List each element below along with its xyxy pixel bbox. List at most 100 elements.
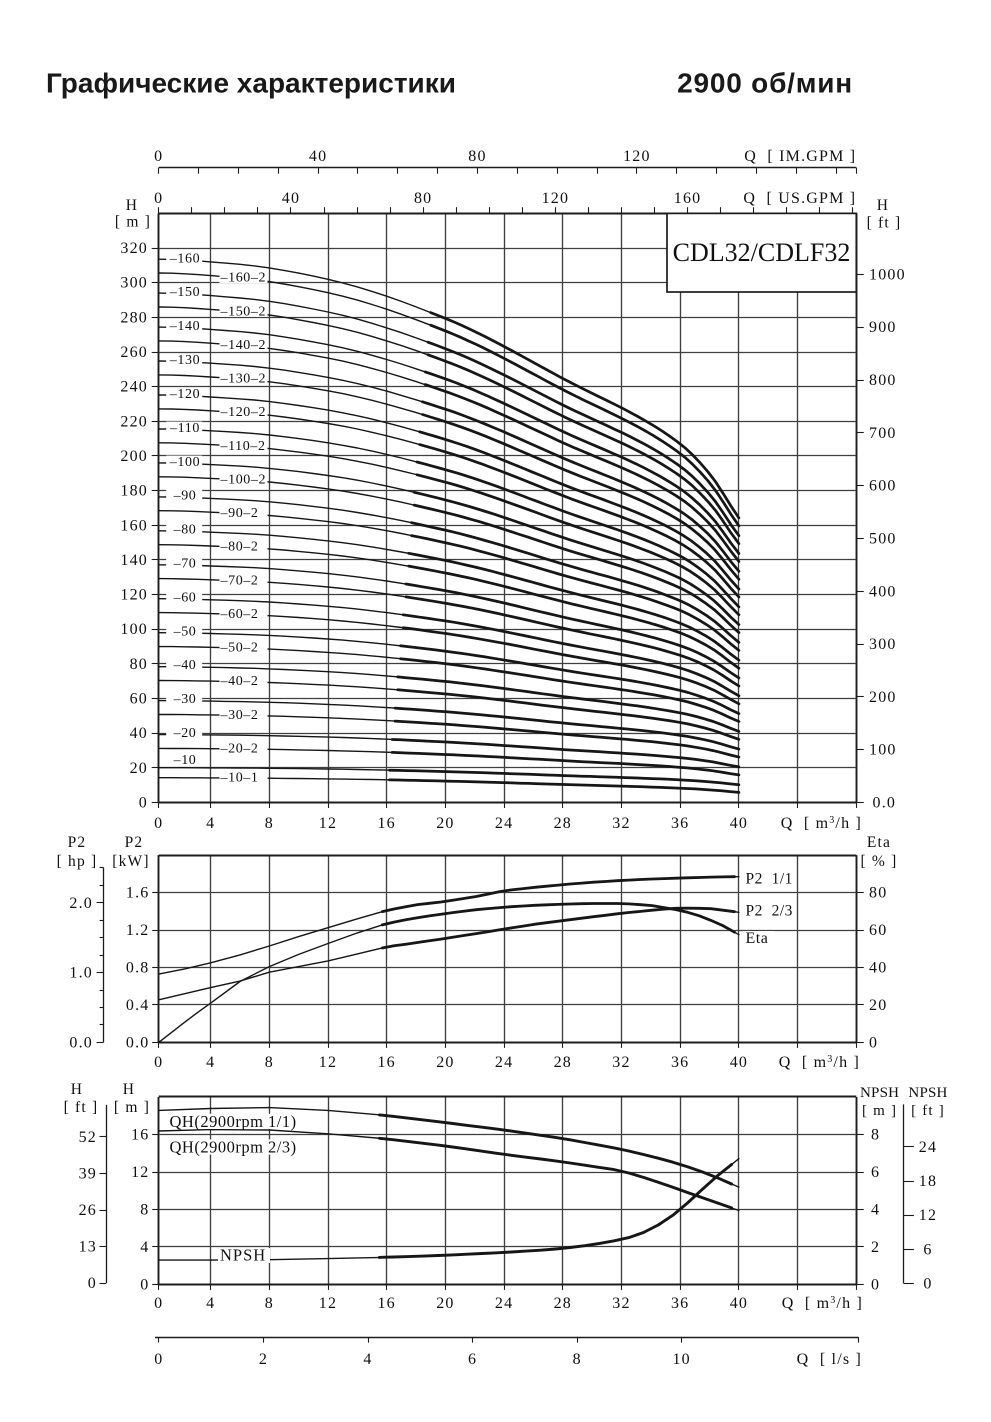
svg-text:80: 80 (414, 190, 432, 207)
svg-text:0: 0 (923, 1276, 932, 1293)
svg-text:1000: 1000 (869, 266, 906, 283)
svg-text:28: 28 (554, 815, 572, 832)
svg-text:16: 16 (377, 815, 395, 832)
svg-text:–110–2: –110–2 (220, 439, 266, 454)
svg-text:280: 280 (120, 309, 148, 326)
svg-text:16: 16 (377, 1295, 395, 1312)
svg-text:–10: –10 (173, 753, 197, 768)
svg-text:4: 4 (206, 1295, 215, 1312)
svg-text:4: 4 (140, 1239, 149, 1256)
svg-text:QH(2900rpm 1/1): QH(2900rpm 1/1) (170, 1112, 297, 1131)
svg-text:[ m ]: [ m ] (114, 1099, 150, 1116)
svg-text:–60–2: –60–2 (220, 607, 259, 622)
svg-text:200: 200 (120, 448, 148, 465)
svg-text:16: 16 (131, 1127, 149, 1144)
svg-text:100: 100 (869, 742, 897, 759)
svg-text:4: 4 (206, 815, 215, 832)
svg-text:8: 8 (265, 815, 274, 832)
svg-text:–140: –140 (169, 319, 200, 334)
svg-text:Q [ IM.GPM ]: Q [ IM.GPM ] (744, 148, 856, 165)
svg-text:–100–2: –100–2 (220, 472, 267, 487)
svg-text:–40: –40 (173, 658, 197, 673)
svg-text:28: 28 (554, 1054, 572, 1071)
svg-text:8: 8 (871, 1127, 880, 1144)
svg-text:40: 40 (730, 1054, 748, 1071)
svg-text:220: 220 (120, 413, 148, 430)
svg-text:160: 160 (674, 190, 702, 207)
svg-text:200: 200 (869, 689, 897, 706)
svg-text:–30: –30 (173, 692, 197, 707)
svg-text:160: 160 (120, 517, 148, 534)
svg-text:Графические характеристики: Графические характеристики (46, 68, 456, 99)
svg-text:13: 13 (79, 1239, 97, 1256)
svg-text:28: 28 (554, 1295, 572, 1312)
svg-text:140: 140 (120, 552, 148, 569)
svg-text:36: 36 (671, 815, 689, 832)
svg-text:0: 0 (154, 1295, 163, 1312)
svg-text:–150–2: –150–2 (220, 304, 267, 319)
svg-text:[ ft ]: [ ft ] (867, 215, 902, 232)
svg-text:6: 6 (871, 1164, 880, 1181)
svg-text:80: 80 (869, 885, 887, 902)
svg-text:–90–2: –90–2 (220, 506, 259, 521)
svg-text:–90: –90 (173, 489, 197, 504)
svg-text:–160: –160 (169, 251, 200, 266)
svg-text:Q [ m3/h ]: Q [ m3/h ] (782, 1295, 863, 1313)
svg-text:12: 12 (319, 1054, 337, 1071)
svg-text:40: 40 (282, 190, 300, 207)
svg-text:120: 120 (623, 148, 651, 165)
svg-text:1.0: 1.0 (69, 965, 93, 982)
svg-text:2: 2 (259, 1351, 268, 1368)
svg-text:QH(2900rpm 2/3): QH(2900rpm 2/3) (170, 1137, 297, 1156)
svg-text:0.8: 0.8 (126, 960, 150, 977)
svg-text:P2: P2 (68, 834, 87, 851)
svg-text:–20: –20 (173, 726, 197, 741)
svg-text:32: 32 (612, 815, 630, 832)
svg-text:180: 180 (120, 483, 148, 500)
svg-text:[kW]: [kW] (112, 853, 150, 870)
svg-text:Q [ l/s ]: Q [ l/s ] (797, 1351, 862, 1368)
svg-text:100: 100 (120, 621, 148, 638)
svg-text:2.0: 2.0 (69, 895, 93, 912)
svg-text:600: 600 (869, 478, 897, 495)
svg-text:–80–2: –80–2 (220, 540, 259, 555)
svg-text:0: 0 (154, 148, 163, 165)
svg-text:40: 40 (869, 960, 887, 977)
svg-text:80: 80 (130, 656, 148, 673)
svg-text:–150: –150 (169, 285, 200, 300)
svg-text:1.6: 1.6 (126, 885, 150, 902)
svg-text:0: 0 (154, 1351, 163, 1368)
svg-text:–40–2: –40–2 (220, 674, 259, 689)
svg-text:H: H (877, 197, 889, 214)
svg-text:–130–2: –130–2 (220, 372, 267, 387)
svg-text:6: 6 (468, 1351, 477, 1368)
svg-text:40: 40 (730, 1295, 748, 1312)
svg-text:H: H (123, 1081, 135, 1098)
svg-text:4: 4 (206, 1054, 215, 1071)
svg-text:39: 39 (79, 1165, 97, 1182)
svg-text:–60: –60 (173, 590, 197, 605)
svg-text:240: 240 (120, 379, 148, 396)
svg-text:0.4: 0.4 (126, 997, 150, 1014)
svg-text:24: 24 (495, 815, 513, 832)
svg-text:120: 120 (542, 190, 570, 207)
svg-text:0: 0 (140, 1276, 149, 1293)
svg-text:–120–2: –120–2 (220, 405, 267, 420)
svg-text:Q [ US.GPM ]: Q [ US.GPM ] (743, 190, 856, 207)
svg-text:0: 0 (871, 1276, 880, 1293)
svg-text:24: 24 (919, 1139, 937, 1156)
svg-text:8: 8 (140, 1202, 149, 1219)
svg-text:16: 16 (377, 1054, 395, 1071)
svg-text:8: 8 (265, 1054, 274, 1071)
svg-text:20: 20 (436, 1054, 454, 1071)
svg-text:0.0: 0.0 (69, 1034, 93, 1051)
svg-text:6: 6 (923, 1241, 932, 1258)
svg-text:900: 900 (869, 319, 897, 336)
svg-text:60: 60 (869, 922, 887, 939)
svg-text:NPSH: NPSH (220, 1246, 266, 1265)
svg-text:20: 20 (869, 997, 887, 1014)
svg-text:24: 24 (495, 1295, 513, 1312)
svg-text:40: 40 (309, 148, 327, 165)
svg-text:300: 300 (120, 275, 148, 292)
svg-text:–110: –110 (169, 421, 200, 436)
